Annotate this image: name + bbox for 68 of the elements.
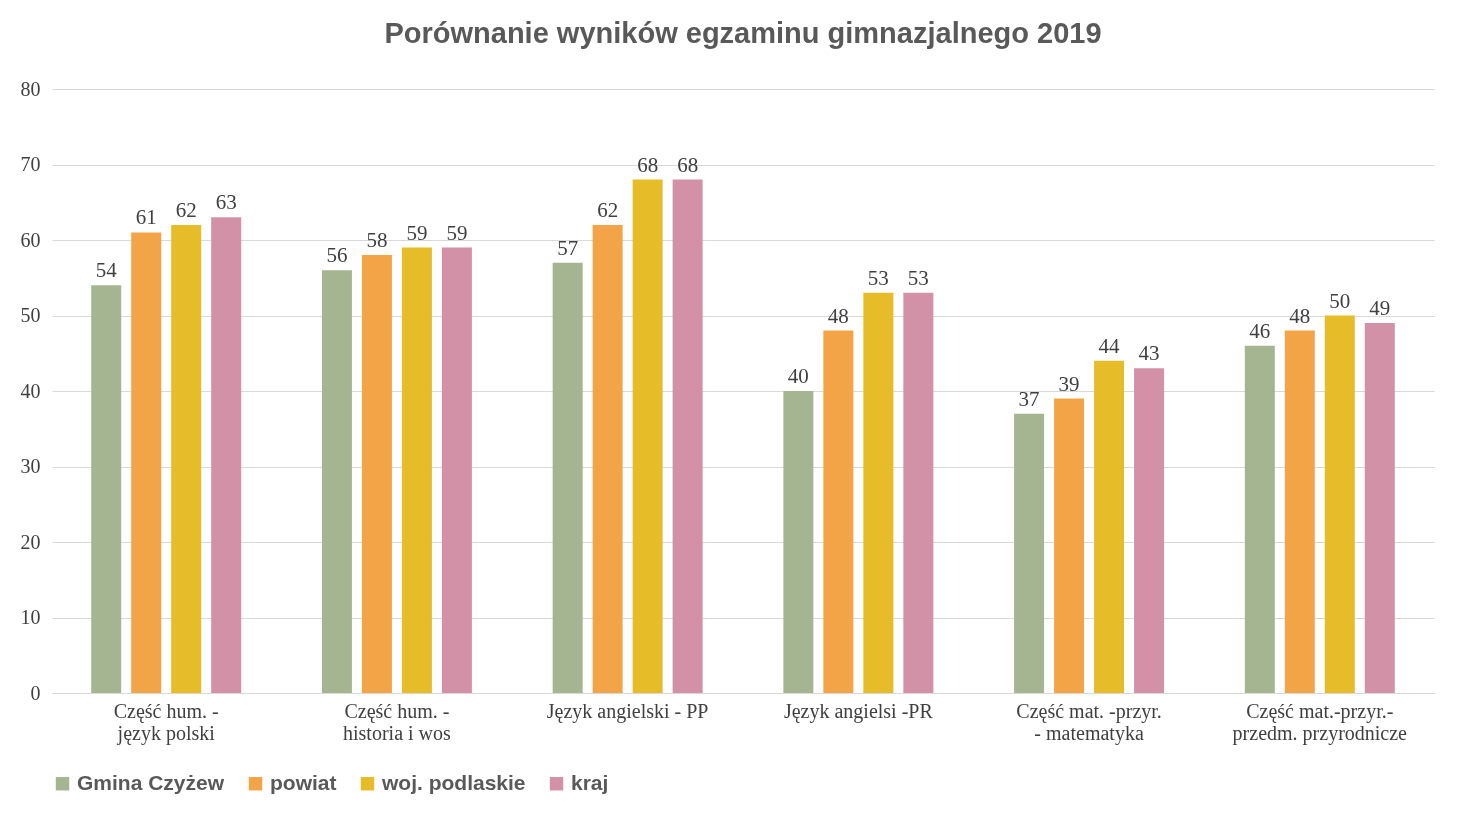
x-tick-label: Część hum. - historia i wos (343, 699, 452, 744)
data-label: 48 (827, 303, 849, 328)
data-label: 46 (1249, 318, 1271, 343)
data-label: 48 (1289, 303, 1311, 328)
data-label: 44 (1098, 333, 1121, 358)
bar (441, 247, 472, 693)
bar (401, 247, 432, 693)
bar (91, 285, 122, 693)
x-tick-label: Język angielski - PP (546, 699, 709, 723)
y-tick-label: 70 (20, 153, 41, 175)
y-tick-label: 20 (20, 530, 41, 553)
data-label: 68 (637, 152, 659, 177)
bar (211, 217, 242, 693)
data-label: 57 (557, 235, 579, 260)
bar (552, 262, 583, 693)
bar (1014, 413, 1045, 693)
data-label: 62 (175, 197, 197, 222)
data-label: 53 (867, 265, 889, 290)
bar (672, 179, 703, 693)
legend-label: woj. podlaskie (381, 770, 526, 794)
bar (1284, 330, 1315, 693)
bar (321, 270, 352, 693)
data-label: 37 (1018, 386, 1040, 411)
data-label: 39 (1058, 371, 1080, 396)
bar (783, 391, 814, 693)
legend-label: Gmina Czyżew (77, 770, 225, 794)
data-label: 50 (1329, 288, 1351, 313)
bar (1094, 360, 1125, 693)
data-label: 56 (326, 243, 348, 268)
bar (1054, 398, 1085, 693)
x-tick-label: Język angielsi -PR (783, 699, 934, 723)
y-tick-label: 30 (20, 455, 41, 477)
data-label: 68 (677, 152, 699, 177)
bar (592, 224, 623, 693)
bar (1244, 345, 1275, 693)
y-tick-label: 10 (20, 606, 41, 628)
data-label: 43 (1138, 341, 1160, 366)
bar (1364, 323, 1395, 693)
legend-label: kraj (571, 770, 609, 794)
bar (361, 255, 392, 693)
y-tick-label: 50 (20, 304, 41, 326)
data-label: 59 (446, 220, 468, 245)
data-label: 53 (907, 265, 929, 290)
bar (131, 232, 162, 693)
data-label: 59 (406, 220, 428, 245)
bar (632, 179, 663, 693)
bar (171, 224, 202, 693)
y-tick-label: 80 (20, 77, 41, 100)
y-tick-label: 0 (30, 681, 41, 704)
chart-title: Porównanie wyników egzaminu gimnazjalnego 2019 (384, 17, 1102, 49)
bar (863, 292, 894, 693)
bar (1134, 368, 1165, 693)
data-label: 54 (95, 258, 118, 283)
x-tick-label: Część mat. -przyr. - matematyka (1016, 699, 1162, 745)
bar (903, 292, 934, 693)
data-label: 61 (135, 205, 157, 230)
data-label: 40 (787, 364, 809, 388)
legend-label: powiat (270, 770, 337, 794)
y-tick-label: 40 (20, 379, 41, 402)
x-tick-label: Część hum. - język polski (113, 699, 219, 745)
data-label: 58 (366, 228, 388, 253)
bar (1324, 315, 1355, 693)
bar (823, 330, 854, 693)
data-label: 63 (215, 190, 237, 215)
x-tick-label: Część mat.-przyr.- przedm. przyrodnicze (1232, 699, 1408, 745)
data-label: 62 (597, 197, 619, 222)
data-label: 49 (1369, 296, 1391, 321)
y-tick-label: 60 (20, 228, 41, 251)
